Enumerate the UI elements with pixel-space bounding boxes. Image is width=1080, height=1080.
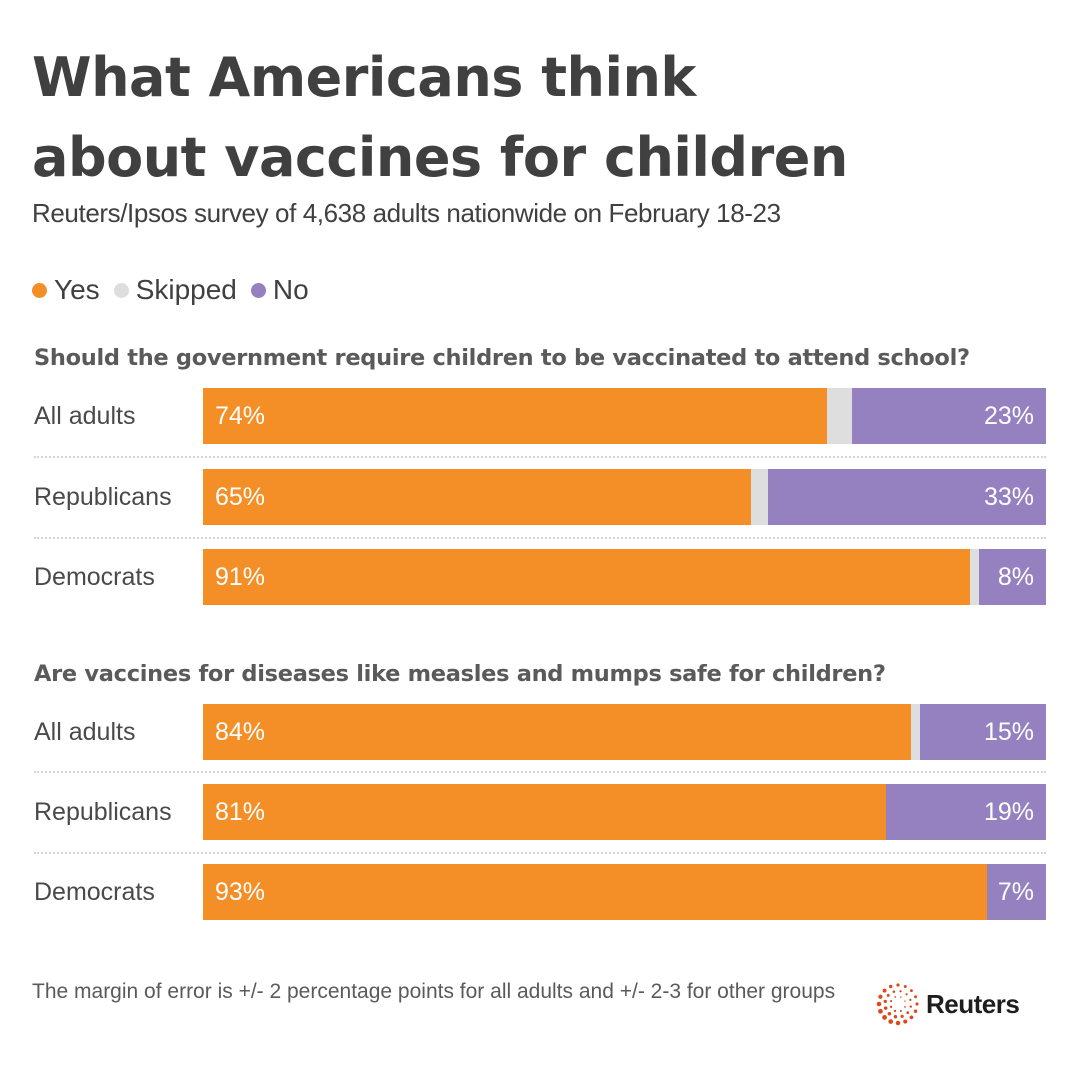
bar-value-label-no: 33%: [983, 483, 1034, 511]
bar-value-label-yes: 93%: [215, 878, 266, 906]
panel-1-bar-row: 74% 23%: [203, 388, 1046, 444]
bar-value-label-yes: 81%: [215, 798, 266, 826]
bar-segment-no: [986, 864, 1046, 920]
legend-label-no: No: [272, 274, 309, 305]
chart-title: What Americans think about vaccines for …: [32, 46, 848, 189]
panel-2-row-label: Democrats: [34, 878, 155, 906]
legend-item-skipped: Skipped: [113, 274, 237, 306]
panel-1-row-label: Republicans: [34, 483, 172, 511]
logo-dot: [890, 1000, 893, 1003]
bar-segment-skipped: [911, 704, 920, 760]
logo-dot: [904, 1006, 906, 1008]
logo-dot: [913, 1009, 918, 1013]
logo-dot: [888, 1019, 894, 1024]
logo-dot: [895, 1020, 901, 1026]
logo-dot: [878, 994, 883, 999]
bar-value-label-yes: 65%: [215, 483, 266, 511]
logo-dot: [899, 990, 902, 993]
bar-segment-yes: [203, 784, 886, 840]
bar-value-label-yes: 84%: [215, 718, 266, 746]
bar-segment-yes: [203, 864, 987, 920]
logo-dot: [876, 1001, 882, 1007]
bar-segment-no: [767, 469, 1046, 525]
footnote: The margin of error is +/- 2 percentage …: [32, 980, 836, 1003]
legend-dot-yes-icon: [32, 282, 47, 298]
bar-value-label-no: 19%: [983, 798, 1034, 826]
logo-dot: [893, 1015, 898, 1019]
legend-item-no: No: [250, 274, 309, 306]
bar-value-label-yes: 91%: [215, 563, 266, 591]
logo-dot: [883, 1006, 888, 1010]
bar-segment-no: [885, 784, 1046, 840]
panel-1-row-label: All adults: [34, 402, 136, 430]
bar-value-label-yes: 74%: [215, 402, 266, 430]
panel-1-row-label: Democrats: [34, 563, 155, 591]
logo-dot: [899, 1009, 902, 1012]
logo-dot: [894, 996, 897, 998]
row-divider: [34, 852, 1046, 854]
panel-1-bar-row: 65% 33%: [203, 469, 1046, 525]
panel-1-bar-row: 91% 8%: [203, 549, 1046, 605]
logo-dot: [915, 1002, 919, 1006]
bar-segment-no: [852, 388, 1046, 444]
reuters-logo: Reuters: [876, 982, 1020, 1026]
panel-2-row-label: Republicans: [34, 798, 172, 826]
bar-segment-no: [919, 704, 1046, 760]
row-divider: [34, 771, 1046, 773]
logo-dot: [886, 993, 890, 997]
logo-dot: [893, 1009, 897, 1013]
logo-dot: [909, 1015, 914, 1020]
logo-dot: [906, 1011, 910, 1015]
bar-segment-skipped: [970, 549, 979, 605]
logo-dot: [892, 990, 896, 993]
legend: Yes Skipped No: [32, 274, 323, 306]
logo-dot: [887, 1011, 892, 1016]
legend-item-yes: Yes: [32, 274, 100, 306]
panel-2-bar-row: 93% 7%: [203, 864, 1046, 920]
bar-value-label-no: 15%: [983, 718, 1034, 746]
logo-dot: [900, 1014, 904, 1018]
bar-segment-yes: [203, 469, 751, 525]
logo-dot: [889, 1005, 893, 1009]
logo-dot: [914, 995, 918, 999]
bar-segment-yes: [203, 549, 971, 605]
logo-text: Reuters: [926, 988, 1020, 1019]
legend-label-skipped: Skipped: [135, 274, 237, 305]
logo-dot: [909, 998, 912, 1001]
bar-segment-yes: [203, 704, 912, 760]
logo-dot: [878, 1008, 883, 1014]
bar-value-label-no: 23%: [983, 402, 1034, 430]
logo-dot: [903, 1019, 908, 1024]
logo-dot: [896, 983, 900, 987]
panel-1-question: Should the government require children t…: [34, 345, 970, 371]
legend-dot-skipped-icon: [113, 282, 129, 298]
logo-dot: [882, 1015, 887, 1020]
panel-2-question: Are vaccines for diseases like measles a…: [34, 661, 886, 687]
logo-dot: [905, 993, 908, 996]
logo-dot: [882, 988, 887, 993]
bar-segment-skipped: [826, 388, 853, 444]
logo-dot: [904, 1000, 906, 1002]
logo-dot: [903, 984, 907, 988]
chart-subtitle: Reuters/Ipsos survey of 4,638 adults nat…: [32, 198, 781, 228]
panel-2-bar-row: 81% 19%: [203, 784, 1046, 840]
logo-dot: [900, 996, 902, 998]
legend-label-yes: Yes: [54, 274, 100, 305]
row-divider: [34, 537, 1046, 539]
logo-dot: [888, 984, 893, 989]
bar-value-label-no: 7%: [997, 878, 1034, 906]
logo-dot: [909, 1005, 912, 1008]
logo-dot: [883, 999, 887, 1004]
logo-dot: [909, 989, 913, 993]
legend-dot-no-icon: [250, 282, 266, 298]
panel-2-row-label: All adults: [34, 718, 136, 746]
panel-2-bar-row: 84% 15%: [203, 704, 1046, 760]
bar-segment-skipped: [750, 469, 768, 525]
bar-segment-yes: [203, 388, 827, 444]
bar-segment-no: [978, 549, 1046, 605]
bar-value-label-no: 8%: [997, 563, 1034, 591]
reuters-dot-ring-icon: [876, 983, 919, 1026]
row-divider: [34, 456, 1046, 458]
